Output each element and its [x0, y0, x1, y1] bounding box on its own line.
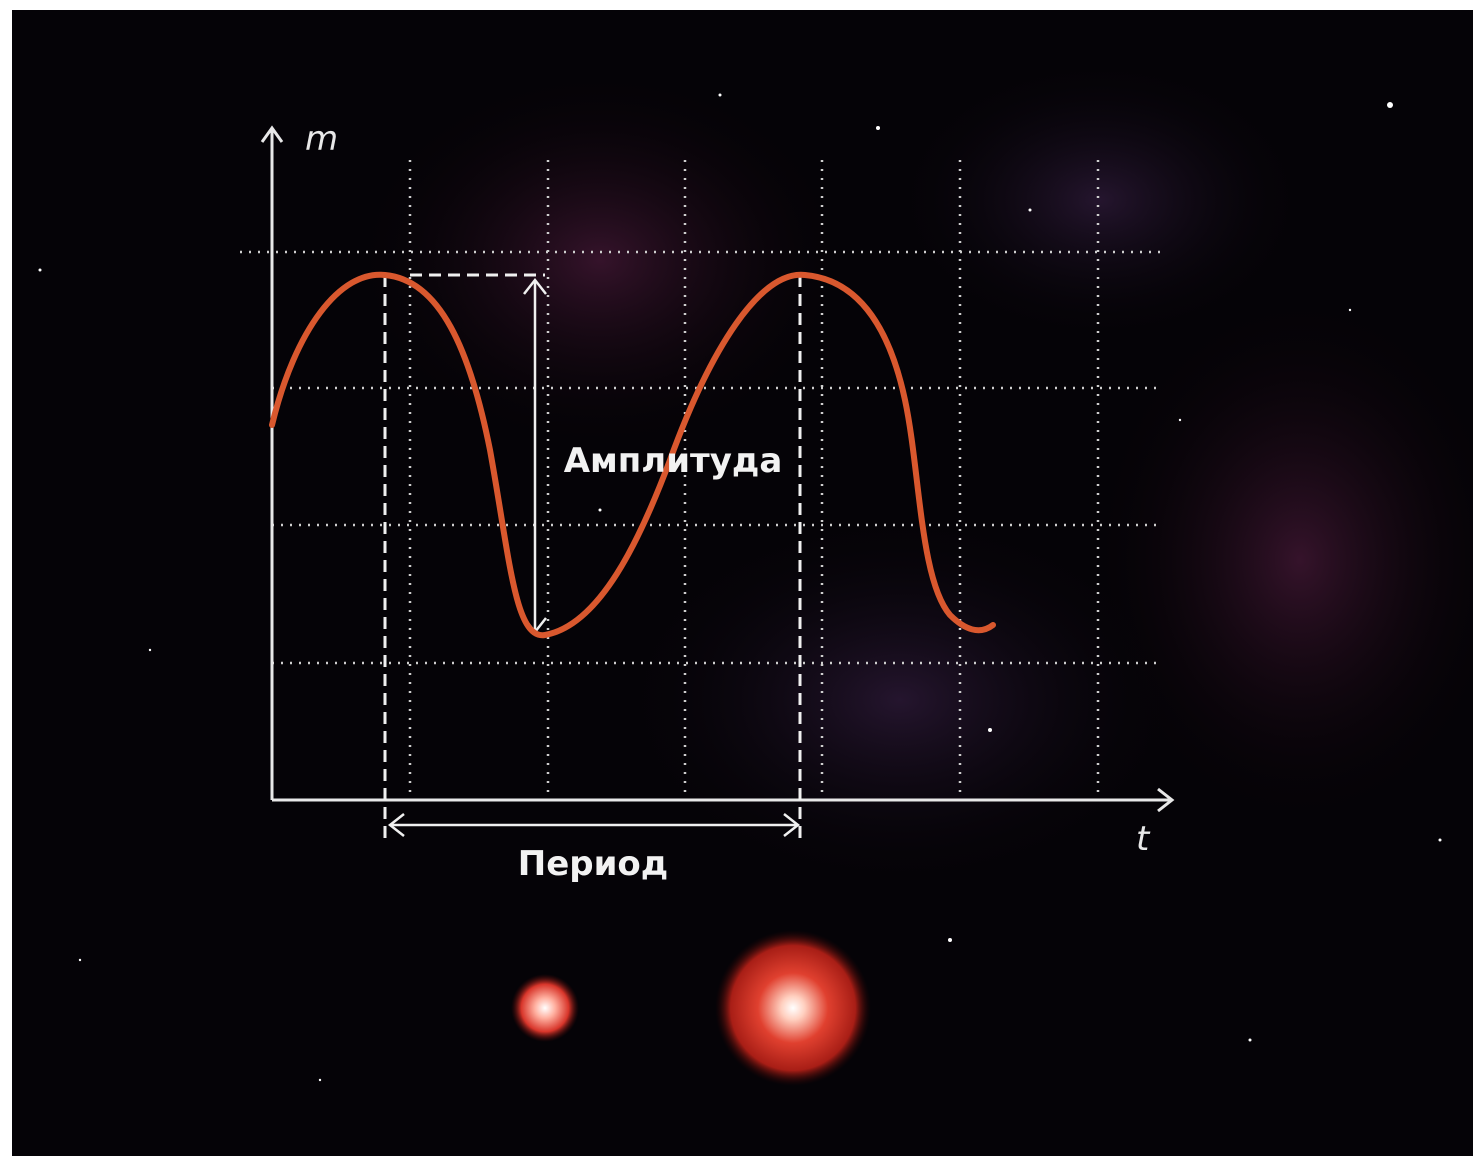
- y-axis-label: m: [305, 119, 338, 159]
- period-arrow: [387, 813, 801, 837]
- nebula: [880, 50, 1320, 350]
- grid: [240, 160, 1162, 800]
- stars: [38, 93, 1442, 1082]
- axes: [260, 125, 1175, 813]
- period-label: Период: [518, 844, 669, 884]
- small-star: [511, 974, 579, 1042]
- amplitude-label: Амплитуда: [564, 441, 783, 481]
- x-axis-label: t: [1136, 819, 1151, 859]
- large-star: [715, 930, 871, 1086]
- nebula: [600, 500, 1200, 900]
- light-curve: [269, 271, 996, 639]
- nebula: [340, 60, 860, 460]
- guides: [383, 273, 802, 840]
